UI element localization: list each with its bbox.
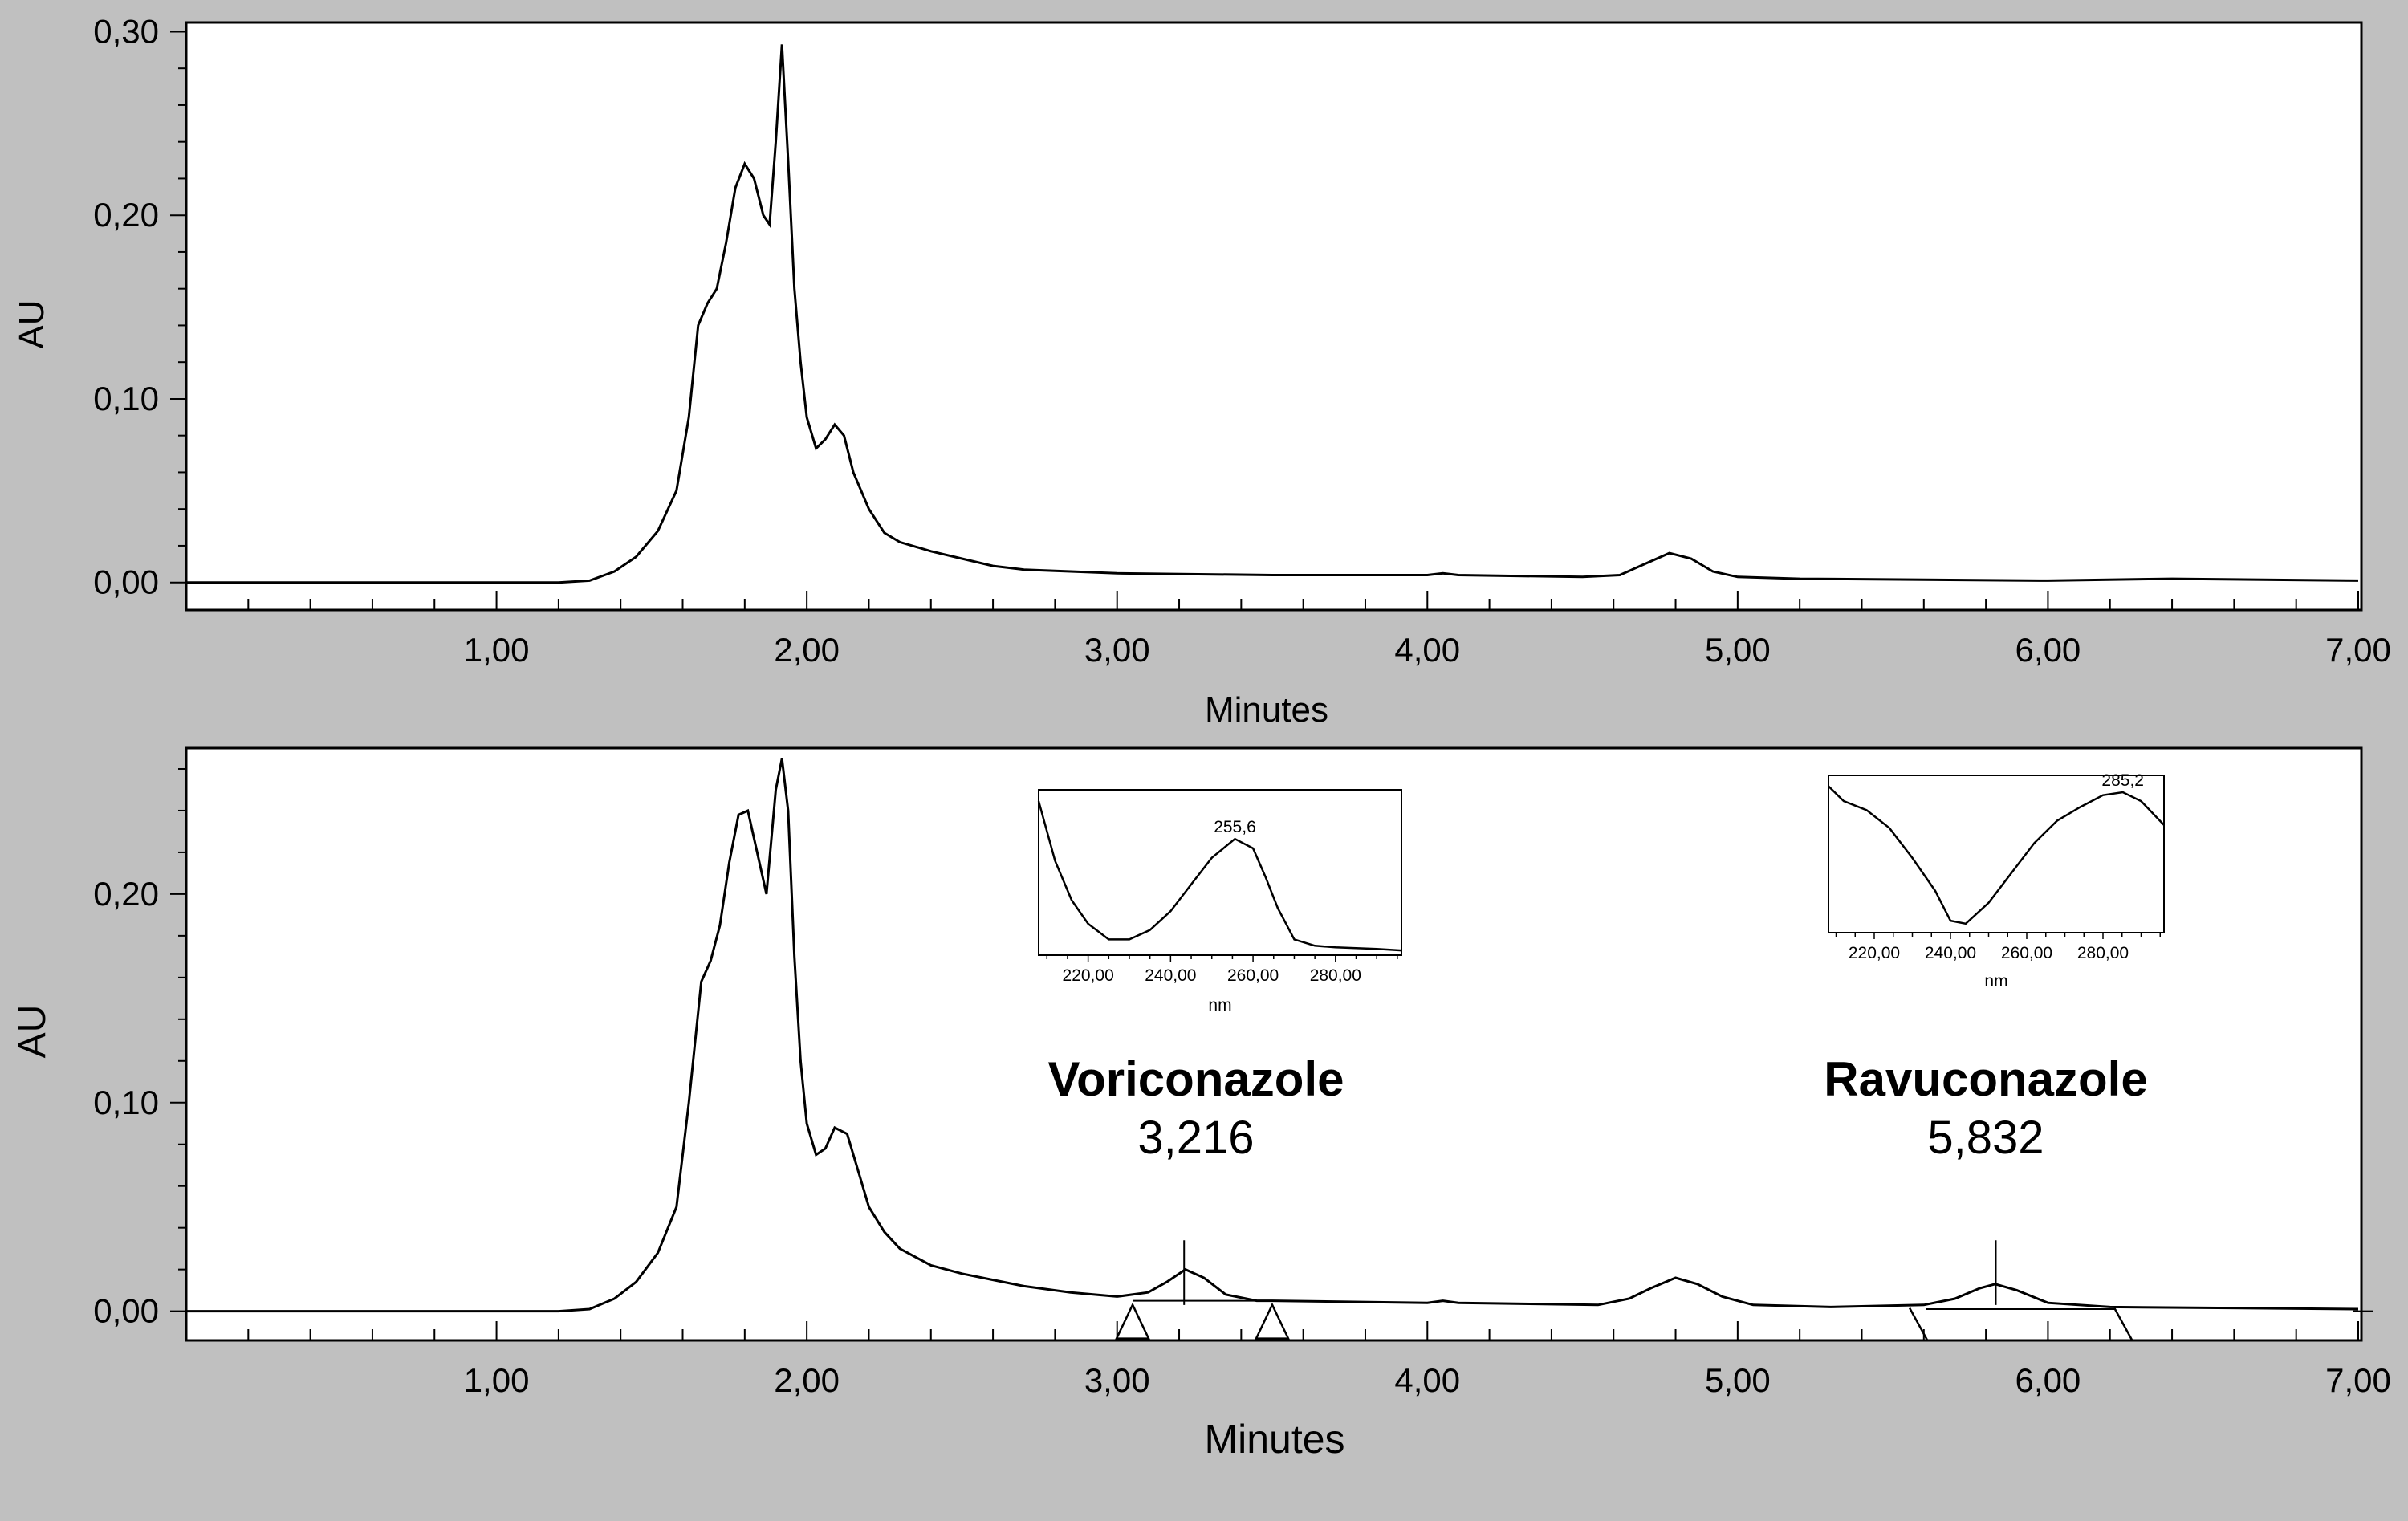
voriconazole-label: Voriconazole [1048, 1052, 1344, 1106]
voriconazole-spectrum-trace [1037, 800, 1402, 952]
x-tick-label: 7,00 [2325, 1361, 2391, 1399]
x-tick-label: 1,00 [464, 631, 530, 669]
inset-x-tick-label: 280,00 [1310, 966, 1361, 985]
inset-x-tick-label: 240,00 [1925, 944, 1976, 962]
y-tick-label: 0,10 [93, 380, 159, 417]
bottom-chromatogram-panel: 1,00 2,00 3,00 4,00 5,00 6,00 7,00 0,00 0,10 0,20… [11, 746, 2391, 1462]
inset-x-tick-label: 220,00 [1063, 966, 1114, 985]
x-tick-label: 3,00 [1084, 631, 1150, 669]
ravuconazole-spectrum-trace [1828, 785, 2165, 925]
y-tick-label: 0,00 [93, 1292, 159, 1330]
top-chromatogram-trace [186, 44, 2359, 584]
x-tick-label: 4,00 [1394, 631, 1460, 669]
inset-x-tick-label: 260,00 [2001, 944, 2052, 962]
inset-x-tick-label: 280,00 [2077, 944, 2129, 962]
x-tick-label: 6,00 [2015, 1361, 2081, 1399]
ravuconazole-uv-spectrum-inset: 220,00 240,00 260,00 280,00 285,2 nm [1828, 771, 2165, 990]
x-tick-label: 1,00 [464, 1361, 530, 1399]
voriconazole-uv-spectrum-inset: 220,00 240,00 260,00 280,00 255,6 nm [1037, 789, 1402, 1015]
voriconazole-spectrum-axes: 220,00 240,00 260,00 280,00 [1046, 955, 1398, 985]
inset-x-tick-label: 260,00 [1227, 966, 1279, 985]
x-tick-label: 5,00 [1705, 1361, 1771, 1399]
x-tick-label: 2,00 [774, 631, 840, 669]
top-chromatogram-panel: 1,00 2,00 3,00 4,00 5,00 6,00 7,00 0,00 0,10 0,20… [12, 12, 2391, 730]
ravuconazole-lambda-max-label: 285,2 [2101, 771, 2144, 790]
ravuconazole-retention-time: 5,832 [1927, 1112, 2044, 1164]
voriconazole-retention-time: 3,216 [1137, 1112, 1254, 1164]
integration-drop-line [2113, 1307, 2133, 1341]
x-tick-label: 3,00 [1084, 1361, 1150, 1399]
voriconazole-spectrum-plot-area [1038, 789, 1402, 956]
top-axes: 1,00 2,00 3,00 4,00 5,00 6,00 7,00 0,00 0,10 0,20… [93, 12, 2391, 669]
y-tick-label: 0,30 [93, 12, 159, 50]
bottom-chromatogram-trace [186, 758, 2359, 1313]
x-tick-label: 2,00 [774, 1361, 840, 1399]
bottom-x-axis-label: Minutes [1204, 1417, 1344, 1462]
ravuconazole-spectrum-x-label: nm [1984, 972, 2007, 990]
y-tick-label: 0,20 [93, 875, 159, 913]
x-tick-label: 6,00 [2015, 631, 2081, 669]
integration-start-end-triangle [1115, 1302, 1151, 1340]
voriconazole-spectrum-x-label: nm [1208, 996, 1231, 1015]
y-tick-label: 0,00 [93, 563, 159, 601]
bottom-y-axis-label: AU [11, 1005, 54, 1059]
bottom-axes: 1,00 2,00 3,00 4,00 5,00 6,00 7,00 0,00 0,10 0,20 [93, 767, 2391, 1399]
inset-x-tick-label: 240,00 [1145, 966, 1196, 985]
x-tick-label: 4,00 [1394, 1361, 1460, 1399]
y-tick-label: 0,10 [93, 1084, 159, 1121]
ravuconazole-spectrum-axes: 220,00 240,00 260,00 280,00 [1835, 933, 2161, 962]
integration-markers [1115, 1240, 2373, 1341]
x-tick-label: 7,00 [2325, 631, 2391, 669]
integration-start-end-triangle [1255, 1302, 1290, 1340]
top-y-axis-label: AU [12, 299, 51, 348]
y-tick-label: 0,20 [93, 196, 159, 234]
voriconazole-lambda-max-label: 255,6 [1214, 818, 1256, 836]
inset-x-tick-label: 220,00 [1849, 944, 1900, 962]
top-plot-area [185, 21, 2363, 612]
integration-drop-line [1908, 1307, 1929, 1341]
top-x-axis-label: Minutes [1205, 690, 1328, 730]
x-tick-label: 5,00 [1705, 631, 1771, 669]
ravuconazole-label: Ravuconazole [1824, 1052, 2147, 1106]
ravuconazole-spectrum-plot-area [1828, 775, 2165, 933]
